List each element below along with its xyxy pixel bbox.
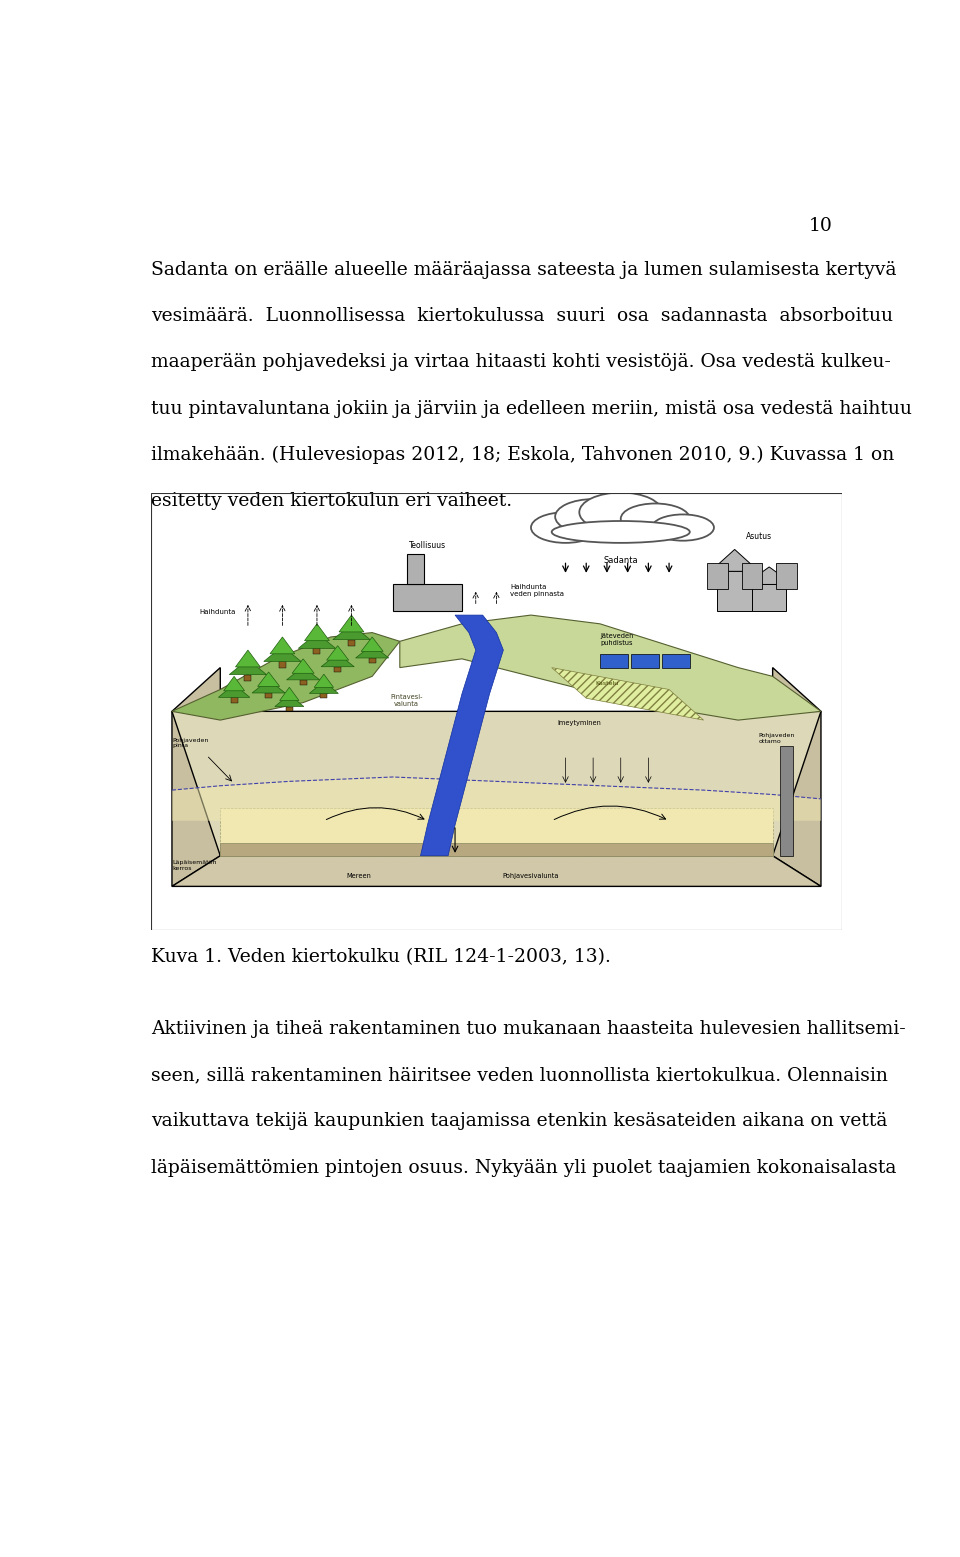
Text: Aktiivinen ja tiheä rakentaminen tuo mukanaan haasteita hulevesien hallitsemi-: Aktiivinen ja tiheä rakentaminen tuo muk… [152, 1020, 906, 1039]
Text: Sadanta on eräälle alueelle määräajassa sateesta ja lumen sulamisesta kertyvä: Sadanta on eräälle alueelle määräajassa … [152, 262, 897, 279]
Text: läpäisemättömien pintojen osuus. Nykyään yli puolet taajamien kokonaisalasta: läpäisemättömien pintojen osuus. Nykyään… [152, 1158, 897, 1177]
Text: tuu pintavaluntana jokiin ja järviin ja edelleen meriin, mistä osa vedestä haiht: tuu pintavaluntana jokiin ja järviin ja … [152, 400, 912, 417]
Text: esitetty veden kiertokulun eri vaiheet.: esitetty veden kiertokulun eri vaiheet. [152, 492, 513, 511]
Text: vesimäärä.  Luonnollisessa  kiertokulussa  suuri  osa  sadannasta  absorboituu: vesimäärä. Luonnollisessa kiertokulussa … [152, 307, 893, 325]
Text: vaikuttava tekijä kaupunkien taajamissa etenkin kesäsateiden aikana on vettä: vaikuttava tekijä kaupunkien taajamissa … [152, 1112, 888, 1130]
Text: seen, sillä rakentaminen häiritsee veden luonnollista kiertokulkua. Olennaisin: seen, sillä rakentaminen häiritsee veden… [152, 1067, 888, 1084]
Text: ilmakehään. (Hulevesiopas 2012, 18; Eskola, Tahvonen 2010, 9.) Kuvassa 1 on: ilmakehään. (Hulevesiopas 2012, 18; Esko… [152, 445, 895, 464]
Text: Kuva 1. Veden kiertokulku (RIL 124-1-2003, 13).: Kuva 1. Veden kiertokulku (RIL 124-1-200… [152, 948, 612, 967]
Text: 10: 10 [809, 216, 832, 235]
Text: maaperään pohjavedeksi ja virtaa hitaasti kohti vesistöjä. Osa vedestä kulkeu-: maaperään pohjavedeksi ja virtaa hitaast… [152, 353, 891, 372]
